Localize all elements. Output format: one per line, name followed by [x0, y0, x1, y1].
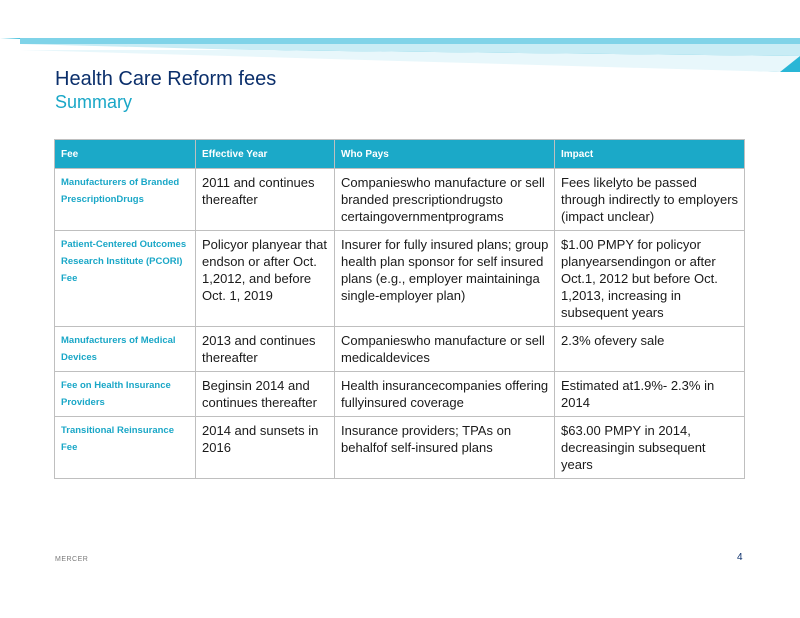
who-pays-cell: Insurer for fully insured plans; group h…	[334, 230, 555, 327]
table-row: Fee on Health Insurance Providers Begins…	[54, 371, 745, 417]
table-row: Transitional Reinsurance Fee 2014 and su…	[54, 416, 745, 479]
column-header-fee: Fee	[54, 139, 196, 169]
who-pays-cell: Insurance providers; TPAs on behalfof se…	[334, 416, 555, 479]
fees-table: Fee Effective Year Who Pays Impact Manuf…	[54, 139, 745, 479]
effective-year-cell: 2014 and sunsets in 2016	[195, 416, 335, 479]
impact-cell: Fees likelyto be passed through indirect…	[554, 168, 745, 231]
header-banner	[0, 38, 800, 72]
table-row: Manufacturers of Branded PrescriptionDru…	[54, 168, 745, 231]
who-pays-cell: Companieswho manufacture or sell medical…	[334, 326, 555, 372]
fee-name-cell: Manufacturers of Branded PrescriptionDru…	[54, 168, 196, 231]
fee-name-cell: Patient-Centered Outcomes Research Insti…	[54, 230, 196, 327]
table-header-row: Fee Effective Year Who Pays Impact	[54, 139, 745, 169]
fee-name-cell: Transitional Reinsurance Fee	[54, 416, 196, 479]
column-header-effective-year: Effective Year	[195, 139, 335, 169]
table-row: Patient-Centered Outcomes Research Insti…	[54, 230, 745, 327]
footer-brand: MERCER	[55, 556, 89, 563]
slide-title: Health Care Reform fees	[55, 68, 277, 90]
page-number: 4	[737, 552, 743, 563]
fee-name-cell: Fee on Health Insurance Providers	[54, 371, 196, 417]
impact-cell: $63.00 PMPY in 2014, decreasingin subseq…	[554, 416, 745, 479]
column-header-impact: Impact	[554, 139, 745, 169]
impact-cell: Estimated at1.9%- 2.3% in 2014	[554, 371, 745, 417]
impact-cell: 2.3% ofevery sale	[554, 326, 745, 372]
fee-name-cell: Manufacturers of Medical Devices	[54, 326, 196, 372]
slide-subtitle: Summary	[55, 92, 133, 112]
who-pays-cell: Companieswho manufacture or sell branded…	[334, 168, 555, 231]
effective-year-cell: 2013 and continues thereafter	[195, 326, 335, 372]
effective-year-cell: Policyor planyear that endson or after O…	[195, 230, 335, 327]
impact-cell: $1.00 PMPY for policyor planyearsendingo…	[554, 230, 745, 327]
column-header-who-pays: Who Pays	[334, 139, 555, 169]
effective-year-cell: Beginsin 2014 and continues thereafter	[195, 371, 335, 417]
effective-year-cell: 2011 and continues thereafter	[195, 168, 335, 231]
who-pays-cell: Health insurancecompanies offering fully…	[334, 371, 555, 417]
table-row: Manufacturers of Medical Devices 2013 an…	[54, 326, 745, 372]
